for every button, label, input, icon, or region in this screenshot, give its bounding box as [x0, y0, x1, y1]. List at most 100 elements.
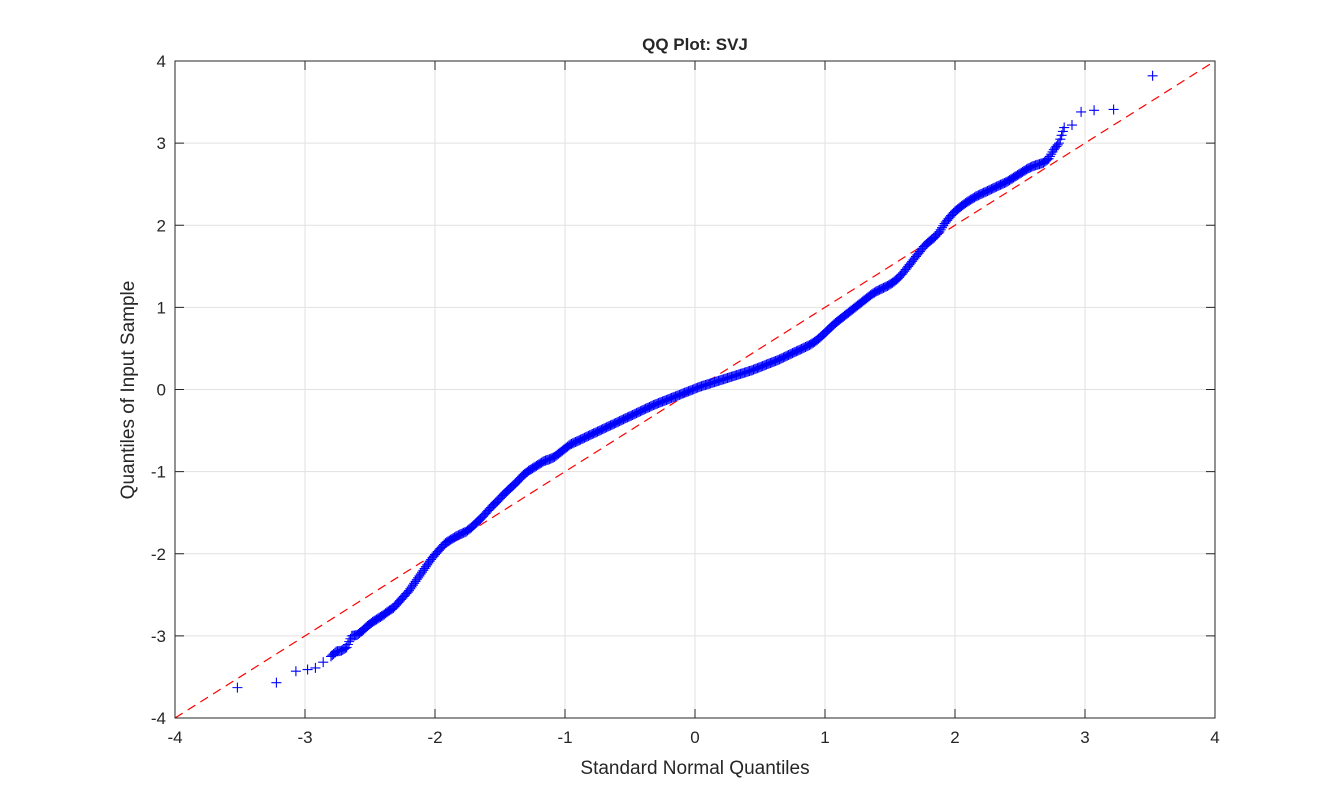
- data-point: [1002, 176, 1012, 187]
- data-point: [805, 339, 816, 350]
- data-point: [574, 435, 585, 446]
- y-tick-label: -4: [151, 709, 166, 728]
- data-point: [883, 280, 894, 291]
- data-point: [609, 418, 620, 429]
- x-tick-label: -3: [297, 728, 312, 747]
- data-point: [587, 429, 598, 440]
- data-point: [956, 201, 967, 212]
- x-axis-label: Standard Normal Quantiles: [580, 758, 809, 779]
- data-point: [1076, 106, 1087, 117]
- data-point: [515, 472, 526, 483]
- data-point: [852, 300, 863, 311]
- data-point: [232, 682, 243, 693]
- data-point: [509, 479, 520, 490]
- data-point: [582, 431, 593, 442]
- data-point: [604, 421, 615, 432]
- data-point: [891, 274, 902, 285]
- data-point: [807, 338, 817, 349]
- data-point: [878, 282, 889, 293]
- data-point: [600, 422, 611, 433]
- data-point: [622, 412, 633, 423]
- data-point: [965, 194, 976, 205]
- data-point: [969, 192, 980, 203]
- y-tick-label: -3: [151, 627, 166, 646]
- data-point: [895, 270, 906, 281]
- data-point: [704, 378, 715, 389]
- data-point: [778, 352, 789, 363]
- data-point: [372, 613, 383, 624]
- data-point: [966, 193, 977, 204]
- data-point: [991, 181, 1002, 192]
- data-point: [652, 398, 663, 409]
- data-point: [719, 373, 730, 384]
- data-point: [536, 457, 547, 468]
- data-point: [329, 647, 340, 658]
- data-point: [422, 559, 433, 570]
- data-point: [925, 235, 936, 246]
- data-point: [537, 456, 548, 467]
- data-point: [683, 386, 694, 397]
- data-point: [821, 326, 832, 337]
- x-tick-label: 4: [1210, 728, 1219, 747]
- data-point: [865, 290, 876, 301]
- data-point: [530, 461, 541, 472]
- data-point: [786, 348, 797, 359]
- data-point: [580, 432, 591, 443]
- data-point: [597, 424, 608, 435]
- data-point: [667, 392, 678, 403]
- data-point: [1041, 155, 1051, 166]
- data-point: [792, 345, 803, 356]
- data-point: [800, 342, 811, 352]
- data-point: [797, 343, 808, 354]
- x-tick-label: 1: [820, 728, 829, 747]
- data-point: [1052, 139, 1063, 150]
- data-point: [391, 600, 401, 611]
- data-point: [875, 284, 886, 295]
- data-point: [645, 401, 656, 412]
- x-tick-label: -4: [167, 728, 182, 747]
- data-point: [900, 264, 911, 275]
- data-point: [339, 644, 349, 655]
- data-point: [868, 288, 879, 299]
- data-point: [979, 187, 990, 198]
- data-point: [804, 340, 815, 351]
- data-point: [528, 462, 539, 473]
- data-point: [1018, 166, 1029, 177]
- data-points: [232, 70, 1158, 693]
- data-point: [491, 497, 502, 508]
- data-point: [693, 382, 704, 393]
- data-point: [1021, 164, 1032, 175]
- data-point: [972, 190, 983, 201]
- data-point: [1037, 158, 1048, 169]
- data-point: [615, 415, 626, 426]
- data-point: [799, 342, 810, 353]
- data-point: [627, 409, 638, 420]
- data-point: [489, 498, 500, 509]
- x-axis-ticks: -4 -3 -2 -1 0 1 2 3 4: [167, 61, 1220, 747]
- data-point: [774, 354, 785, 365]
- data-point: [877, 283, 888, 294]
- data-point: [370, 615, 381, 626]
- data-point: [601, 422, 612, 433]
- data-point: [526, 464, 537, 475]
- data-point: [566, 438, 577, 449]
- data-point: [935, 224, 946, 235]
- data-point: [1017, 166, 1028, 177]
- data-point: [567, 438, 578, 449]
- data-point: [524, 464, 535, 475]
- data-point: [881, 281, 892, 292]
- data-point: [976, 189, 986, 200]
- data-point: [857, 296, 868, 307]
- data-point: [1039, 156, 1050, 167]
- data-point: [456, 529, 466, 540]
- y-tick-label: -2: [151, 545, 166, 564]
- data-point: [617, 414, 628, 425]
- y-axis-label: Quantiles of Input Sample: [118, 281, 139, 500]
- data-point: [504, 484, 515, 495]
- data-point: [911, 251, 921, 262]
- data-point: [678, 388, 689, 399]
- data-point: [593, 425, 604, 436]
- y-tick-label: 4: [157, 52, 166, 71]
- data-point: [589, 427, 600, 438]
